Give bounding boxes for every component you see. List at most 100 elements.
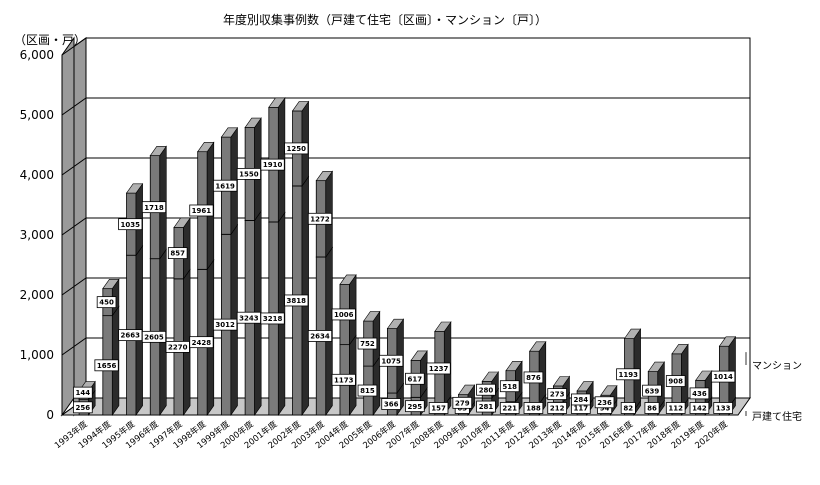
- value-label-house-box: [405, 400, 425, 413]
- gridline: [61, 277, 750, 296]
- value-label-house-box: [499, 402, 520, 414]
- bar-mansion-top: [339, 274, 357, 285]
- value-label-mansion-box: [426, 362, 451, 375]
- bar-mansion-top: [149, 146, 167, 156]
- value-label-house: 2663: [121, 332, 141, 340]
- value-label-house: 2605: [144, 333, 164, 341]
- value-label-house-box: [665, 402, 686, 414]
- value-label-house-box: [189, 336, 214, 349]
- value-label-mansion: 1237: [429, 365, 449, 373]
- value-label-house: 3818: [287, 297, 307, 305]
- value-label-mansion: 752: [360, 340, 375, 348]
- value-label-mansion: 436: [692, 390, 707, 398]
- value-label-house: 3012: [215, 321, 235, 329]
- value-label-house: 221: [502, 405, 517, 413]
- value-label-mansion: 639: [645, 387, 660, 395]
- bar-mansion-top: [197, 142, 215, 152]
- y-tick-label: 1,000: [20, 348, 54, 362]
- value-label-house-box: [213, 318, 238, 331]
- plot-area: 01,0002,0003,0004,0005,0006,000256144199…: [20, 36, 802, 451]
- value-label-house: 112: [668, 405, 683, 413]
- value-label-mansion: 908: [668, 378, 683, 386]
- value-label-house: 142: [692, 405, 707, 413]
- bar-mansion-top: [647, 361, 665, 372]
- value-label-mansion-box: [665, 375, 686, 387]
- value-label-mansion: 1718: [144, 204, 164, 212]
- value-label-mansion: 280: [479, 386, 494, 394]
- value-label-mansion: 876: [526, 374, 541, 382]
- value-label-mansion-box: [594, 396, 615, 409]
- value-label-house: 815: [360, 387, 375, 395]
- value-label-house-box: [644, 402, 660, 414]
- value-label-house: 281: [479, 403, 494, 411]
- value-label-mansion: 273: [550, 391, 565, 399]
- gridline: [61, 157, 750, 176]
- value-label-mansion: 1619: [215, 182, 235, 190]
- bar-mansion-top: [102, 278, 120, 289]
- value-label-mansion-box: [642, 384, 662, 397]
- value-label-house: 1656: [97, 362, 117, 370]
- value-label-mansion: 279: [455, 399, 470, 407]
- bar-mansion-top: [481, 371, 499, 382]
- y-tick-label: 2,000: [20, 288, 54, 302]
- value-label-mansion: 450: [99, 299, 114, 307]
- value-label-house: 188: [526, 405, 541, 413]
- value-label-house-box: [284, 294, 309, 307]
- value-label-mansion: 1035: [121, 221, 141, 229]
- value-label-mansion-box: [476, 383, 496, 396]
- value-label-mansion-box: [260, 158, 285, 171]
- value-label-house-box: [523, 402, 544, 414]
- value-label-mansion: 1006: [334, 311, 354, 319]
- value-label-house-box: [260, 312, 285, 325]
- legend-label-mansion: マンション: [752, 361, 802, 372]
- value-label-house: 117: [574, 405, 589, 413]
- bar-mansion-top: [386, 318, 405, 329]
- gridline: [61, 217, 750, 236]
- value-label-house-box: [381, 398, 401, 410]
- value-label-house-box: [620, 402, 636, 414]
- bar-mansion-top: [363, 311, 381, 322]
- value-label-mansion: 236: [597, 399, 612, 407]
- y-tick-label: 4,000: [20, 168, 54, 182]
- value-label-house: 366: [384, 401, 399, 409]
- value-label-mansion: 857: [170, 250, 185, 258]
- value-label-house-box: [141, 330, 167, 343]
- value-label-house: 86: [647, 405, 657, 413]
- value-label-mansion-box: [118, 218, 143, 231]
- value-label-mansion-box: [141, 201, 167, 214]
- value-label-mansion-box: [616, 368, 641, 381]
- value-label-mansion: 1550: [239, 171, 259, 179]
- value-label-mansion-box: [167, 247, 188, 259]
- bar-mansion-top: [457, 384, 476, 395]
- value-label-mansion-box: [523, 371, 544, 384]
- value-label-mansion: 144: [76, 389, 91, 397]
- bar-mansion-top: [173, 217, 191, 228]
- value-label-mansion-box: [331, 308, 356, 321]
- value-label-house: 295: [408, 403, 423, 411]
- value-label-mansion: 1250: [287, 145, 307, 153]
- side-wall-face: [61, 36, 75, 417]
- value-label-mansion: 1075: [381, 357, 401, 365]
- bar-mansion-top: [576, 381, 594, 392]
- value-label-mansion-box: [357, 337, 378, 350]
- value-label-mansion-box: [307, 212, 333, 225]
- value-label-mansion: 1961: [192, 207, 212, 215]
- value-label-house: 157: [431, 405, 446, 413]
- value-label-mansion-box: [571, 393, 591, 406]
- value-label-house-box: [357, 384, 378, 397]
- y-tick-label: 5,000: [20, 108, 54, 122]
- value-label-house: 2270: [168, 344, 188, 352]
- value-label-house-box: [307, 330, 333, 342]
- value-label-house: 94: [600, 405, 610, 413]
- bar-mansion-top: [623, 328, 642, 339]
- bar-mansion-top: [671, 344, 689, 355]
- value-label-mansion: 617: [408, 375, 423, 383]
- bar-mansion-top: [552, 376, 571, 387]
- value-label-house: 133: [716, 405, 731, 413]
- bar-mansion-top: [410, 350, 428, 361]
- value-label-mansion: 1014: [713, 373, 733, 381]
- bar-mansion-top: [244, 117, 262, 128]
- bar-mansion-top: [505, 360, 523, 372]
- value-label-house-box: [94, 359, 119, 372]
